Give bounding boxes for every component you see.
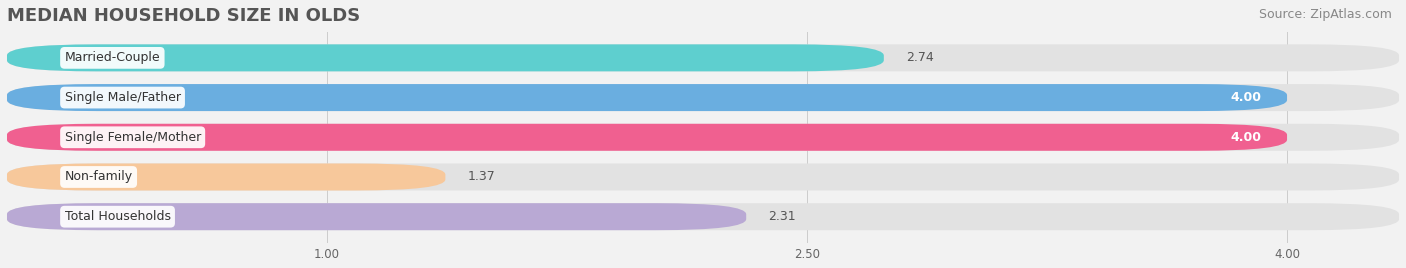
- Text: Total Households: Total Households: [65, 210, 170, 223]
- FancyBboxPatch shape: [7, 84, 1399, 111]
- Text: 4.00: 4.00: [1230, 91, 1261, 104]
- Text: Source: ZipAtlas.com: Source: ZipAtlas.com: [1258, 8, 1392, 21]
- FancyBboxPatch shape: [7, 124, 1286, 151]
- FancyBboxPatch shape: [7, 44, 884, 71]
- Text: Single Female/Mother: Single Female/Mother: [65, 131, 201, 144]
- Text: 4.00: 4.00: [1230, 131, 1261, 144]
- Text: 1.37: 1.37: [468, 170, 495, 184]
- FancyBboxPatch shape: [7, 203, 747, 230]
- FancyBboxPatch shape: [7, 163, 446, 191]
- Text: Married-Couple: Married-Couple: [65, 51, 160, 64]
- FancyBboxPatch shape: [7, 203, 1399, 230]
- Text: 2.74: 2.74: [907, 51, 934, 64]
- Text: Single Male/Father: Single Male/Father: [65, 91, 180, 104]
- Text: MEDIAN HOUSEHOLD SIZE IN OLDS: MEDIAN HOUSEHOLD SIZE IN OLDS: [7, 7, 360, 25]
- Text: Non-family: Non-family: [65, 170, 132, 184]
- Text: 2.31: 2.31: [769, 210, 796, 223]
- FancyBboxPatch shape: [7, 124, 1399, 151]
- FancyBboxPatch shape: [7, 163, 1399, 191]
- FancyBboxPatch shape: [7, 84, 1286, 111]
- FancyBboxPatch shape: [7, 44, 1399, 71]
